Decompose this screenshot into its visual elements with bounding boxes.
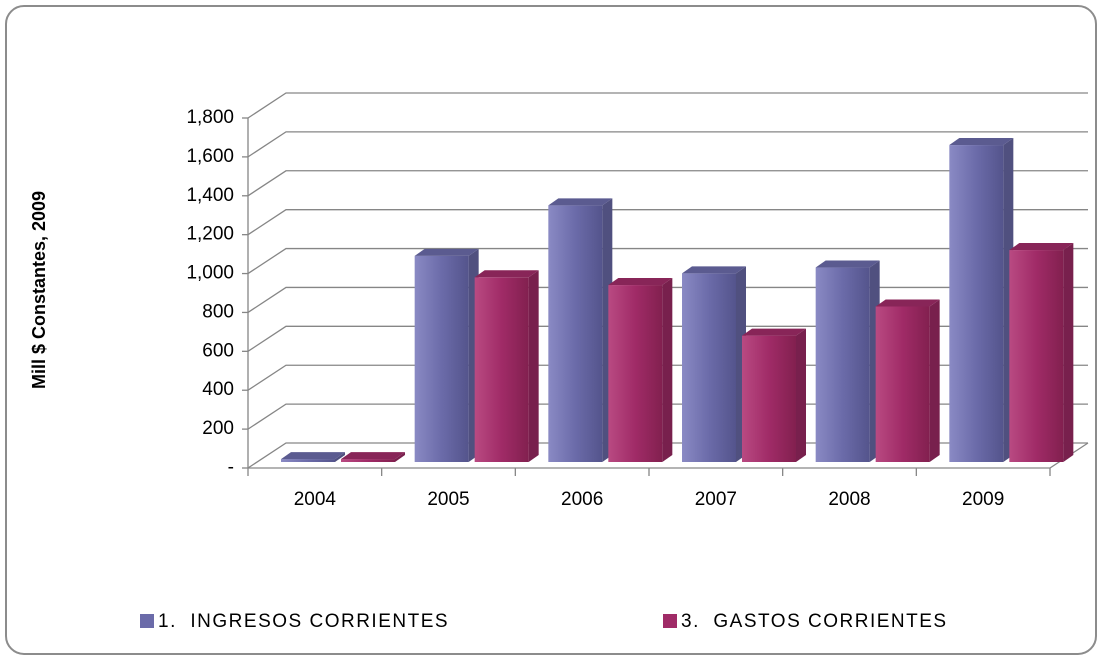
bar-face: [742, 328, 806, 336]
bar: [548, 198, 613, 463]
bar-face: [949, 138, 1014, 146]
bar-face: [662, 278, 673, 462]
bar-face: [815, 267, 870, 462]
y-axis-title: Mill $ Constantes, 2009: [29, 191, 49, 389]
bar: [875, 299, 940, 462]
bar-face: [682, 266, 746, 274]
x-tick-label: 2005: [427, 489, 469, 510]
y-tick-label: 600: [202, 340, 234, 361]
x-tick-label: 2008: [828, 489, 870, 510]
bar-face: [414, 255, 469, 462]
y-tick-label: -: [228, 457, 234, 478]
bar-face: [414, 248, 479, 256]
grid-line: [247, 92, 1088, 119]
x-tick-label: 2004: [294, 489, 337, 510]
bar: [281, 452, 345, 462]
bar-face: [474, 270, 539, 278]
bar-face: [608, 278, 673, 286]
y-tick-label: 1,000: [186, 263, 234, 284]
bar-face: [395, 452, 405, 462]
bar-face: [335, 452, 345, 462]
legend-label: 3. GASTOS CORRIENTES: [681, 611, 948, 632]
bar-face: [1063, 243, 1074, 462]
grid-line: [247, 209, 1088, 236]
bar-face: [341, 459, 395, 462]
legend-swatch: [140, 614, 154, 628]
bar: [608, 278, 673, 462]
grid-line: [247, 131, 1088, 158]
bar-face: [608, 285, 663, 462]
bar: [1009, 243, 1074, 462]
x-tick-label: 2006: [561, 489, 603, 510]
y-tick-label: 1,400: [186, 185, 234, 206]
bar-face: [548, 198, 613, 206]
bar-face: [875, 299, 940, 307]
bar: [414, 248, 479, 462]
bar: [949, 138, 1014, 463]
y-tick-label: 800: [202, 301, 234, 322]
bar-face: [1009, 250, 1064, 462]
bar-face: [682, 273, 736, 462]
bar-face: [929, 299, 940, 462]
bar-face: [548, 205, 603, 463]
bar-face: [281, 452, 345, 460]
bar: [474, 270, 539, 462]
bar: [742, 328, 806, 462]
bar-face: [474, 277, 529, 462]
bar-face: [875, 306, 930, 462]
grid-line: [247, 170, 1088, 197]
bar-face: [815, 260, 880, 268]
bar-face: [742, 335, 796, 462]
x-tick-label: 2009: [962, 489, 1004, 510]
bar: [815, 260, 880, 462]
x-tick-label: 2007: [695, 489, 737, 510]
y-tick-label: 400: [202, 379, 234, 400]
bar-face: [1009, 243, 1074, 251]
legend-label: 1. INGRESOS CORRIENTES: [158, 611, 449, 632]
bar-face: [796, 328, 806, 462]
bar: [682, 266, 746, 462]
y-tick-label: 1,200: [186, 224, 234, 245]
bar-face: [341, 452, 405, 460]
legend-swatch: [663, 614, 677, 628]
y-tick-label: 1,800: [186, 107, 234, 128]
y-tick-label: 1,600: [186, 146, 234, 167]
bar: [341, 452, 405, 462]
bar-face: [528, 270, 539, 462]
bar-face: [949, 145, 1004, 463]
grid-line: [247, 247, 1088, 275]
bar-face: [281, 459, 335, 462]
y-tick-label: 200: [202, 418, 234, 439]
